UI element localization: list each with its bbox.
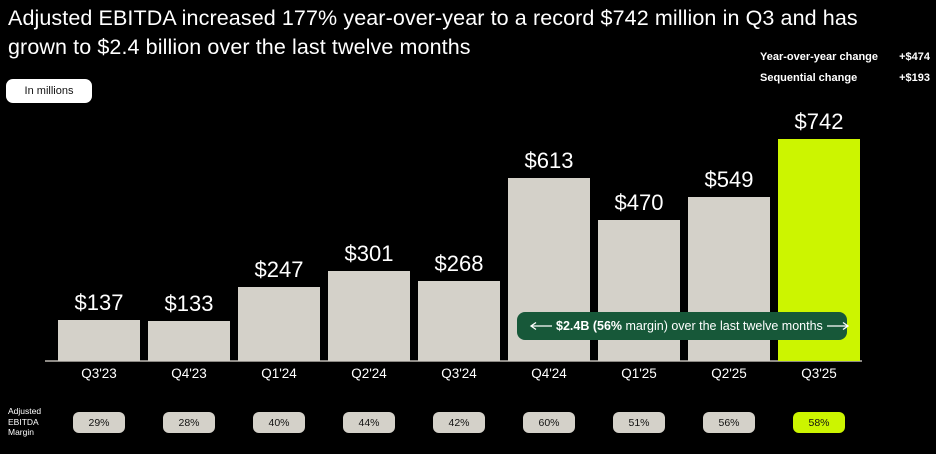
sequential-change-value: +$193 [899, 72, 930, 84]
x-axis-label: Q3'25 [801, 366, 837, 381]
margin-row-label: Adjusted EBITDA Margin [8, 406, 42, 437]
yoy-change-label: Year-over-year change [760, 51, 879, 63]
x-axis-label: Q1'25 [621, 366, 657, 381]
x-axis-label: Q3'23 [81, 366, 117, 381]
change-legend: Year-over-year change +$474 Sequential c… [760, 51, 930, 93]
margin-badge-Q3'25: 58% [793, 412, 845, 433]
legend-row-yoy: Year-over-year change +$474 [760, 51, 930, 63]
x-axis-label: Q2'24 [351, 366, 387, 381]
arrow-left-icon [528, 321, 552, 331]
margin-badge-Q3'23: 29% [73, 412, 125, 433]
x-axis-label: Q3'24 [441, 366, 477, 381]
x-axis-label: Q4'24 [531, 366, 567, 381]
bar-Q1'24 [238, 287, 320, 361]
margin-badge-Q1'25: 51% [613, 412, 665, 433]
bar-value-label: $470 [614, 190, 664, 215]
bar-value-label: $137 [74, 290, 124, 315]
x-axis-label: Q4'23 [171, 366, 207, 381]
page-title-line1: Adjusted EBITDA increased 177% year-over… [8, 6, 858, 30]
page-title-line2: grown to $2.4 billion over the last twel… [8, 34, 471, 59]
margin-badge-Q4'24: 60% [523, 412, 575, 433]
margin-badge-Q1'24: 40% [253, 412, 305, 433]
bar-Q4'23 [148, 321, 230, 361]
ltm-banner-bold: $2.4B (56% [556, 319, 623, 333]
units-badge: In millions [6, 79, 92, 103]
page-title: Adjusted EBITDA increased 177% year-over… [8, 4, 932, 61]
margin-badge-Q4'23: 28% [163, 412, 215, 433]
bar-value-label: $549 [704, 167, 754, 192]
margin-badge-Q2'25: 56% [703, 412, 755, 433]
arrow-right-icon [826, 321, 851, 331]
bar-Q2'24 [328, 271, 410, 361]
x-axis-label: Q1'24 [261, 366, 297, 381]
x-axis-label: Q2'25 [711, 366, 747, 381]
bar-Q3'23 [58, 320, 140, 361]
margin-badge-Q2'24: 44% [343, 412, 395, 433]
bar-value-label: $133 [164, 291, 214, 316]
bar-value-label: $247 [254, 257, 304, 282]
bar-value-label: $301 [344, 241, 394, 266]
ltm-banner: $2.4B (56% margin) over the last twelve … [517, 312, 849, 340]
legend-row-sequential: Sequential change +$193 [760, 72, 930, 84]
ltm-banner-regular: margin) over the last twelve months [622, 319, 823, 333]
yoy-change-value: +$474 [899, 51, 930, 63]
bar-value-label: $268 [434, 251, 484, 276]
margin-badge-Q3'24: 42% [433, 412, 485, 433]
bar-Q3'24 [418, 281, 500, 361]
ltm-banner-text: $2.4B (56% margin) over the last twelve … [552, 319, 827, 333]
bar-value-label: $613 [524, 148, 574, 173]
bar-value-label: $742 [794, 109, 844, 134]
sequential-change-label: Sequential change [760, 72, 858, 84]
